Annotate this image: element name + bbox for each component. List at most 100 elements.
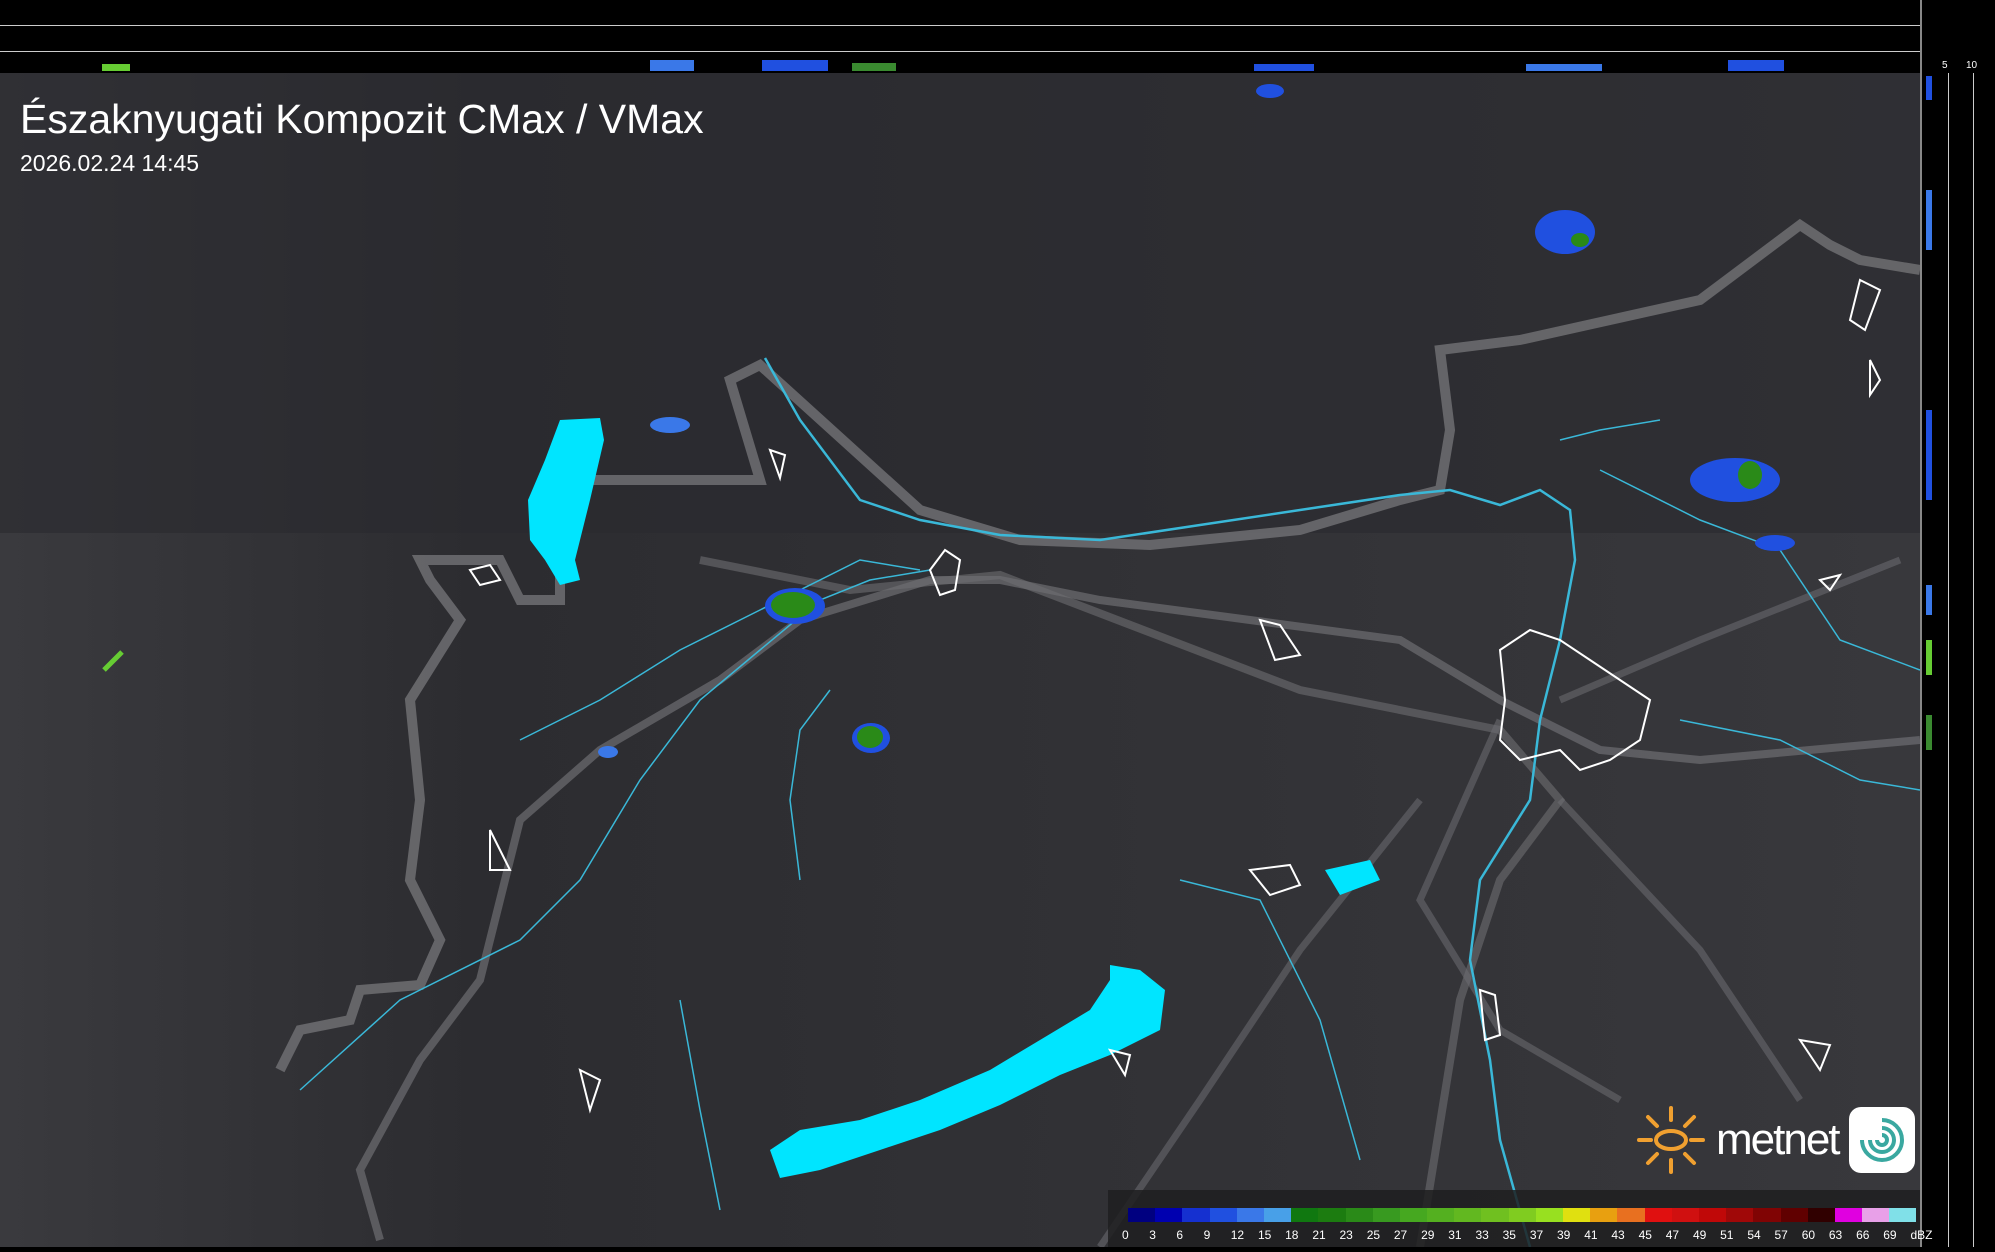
legend-color-cell: [1590, 1208, 1618, 1222]
right-profile-strip: [1920, 0, 1995, 1247]
legend-color-cell: [1644, 1208, 1672, 1222]
region-border: [699, 556, 1566, 1248]
legend-label: 63: [1828, 1228, 1843, 1242]
legend-label: 18: [1285, 1228, 1299, 1242]
legend-color-cell: [1862, 1208, 1890, 1222]
legend-label: 21: [1312, 1228, 1326, 1242]
profile-echo: [102, 64, 130, 71]
legend-label: 39: [1557, 1228, 1571, 1242]
legend-color-cell: [1318, 1208, 1346, 1222]
legend-label: 43: [1611, 1228, 1625, 1242]
profile-echo: [650, 60, 694, 71]
legend-label: 60: [1801, 1228, 1816, 1242]
profile-echo: [1926, 715, 1932, 750]
profile-gridline: [0, 25, 1920, 26]
swirl-icon: [1848, 1107, 1915, 1173]
profile-echo: [1526, 64, 1602, 71]
legend-color-cell: [1481, 1208, 1509, 1222]
country-border: [275, 218, 1921, 1073]
profile-echo: [1926, 76, 1932, 100]
legend-unit: dBZ: [1910, 1228, 1933, 1242]
legend-color-cell: [1372, 1208, 1400, 1222]
legend-color-cell: [1236, 1208, 1264, 1222]
legend-color-cell: [1182, 1208, 1210, 1222]
legend-label: 9: [1203, 1228, 1211, 1242]
lake-balaton: [770, 965, 1165, 1178]
profile-echo: [1926, 640, 1932, 675]
legend-color-cell: [1671, 1208, 1699, 1222]
radar-echoes: [102, 84, 1795, 758]
map-layer: [0, 73, 1921, 1249]
river-danube: [763, 357, 1577, 1248]
profile-echo: [1254, 64, 1314, 71]
profile-gridline: [1948, 73, 1949, 1247]
legend-color-cell: [1617, 1208, 1645, 1222]
radar-map[interactable]: [0, 73, 1921, 1249]
legend-label: 54: [1747, 1228, 1761, 1242]
legend-label: 69: [1883, 1228, 1897, 1242]
tick-label: 5: [1942, 60, 1948, 71]
river: [299, 569, 931, 1091]
legend-label: 49: [1692, 1228, 1707, 1242]
legend-label: 6: [1176, 1228, 1184, 1242]
settlement-outlines: [468, 278, 1882, 1114]
metnet-logo: metnet: [1636, 1105, 1915, 1175]
tick-label: 10: [1966, 60, 1978, 71]
legend-color-cell: [1753, 1208, 1781, 1222]
legend-color-cell: [1155, 1208, 1183, 1222]
legend-label: 25: [1366, 1228, 1381, 1242]
legend-color-cell: [1345, 1208, 1373, 1222]
legend-label: 35: [1502, 1228, 1516, 1242]
legend-color-cell: [1726, 1208, 1754, 1222]
legend-color-cell: [1563, 1208, 1591, 1222]
lake: [1325, 860, 1380, 895]
legend-label: 31: [1448, 1228, 1462, 1242]
top-profile-strip: [0, 0, 1920, 75]
legend-color-cell: [1780, 1208, 1808, 1222]
legend-color-cell: [1834, 1208, 1863, 1222]
legend-label: 0: [1122, 1228, 1129, 1242]
legend-label: 51: [1720, 1228, 1734, 1242]
legend-label: 27: [1393, 1228, 1408, 1242]
legend-label: 23: [1339, 1228, 1353, 1242]
legend-labels: 0 3 6 9 12 15 18 21 23 25 27 29 31 33 35 37 39 41 43 45 47 49…: [1122, 1228, 1938, 1242]
map-timestamp: 2026.02.24 14:45: [20, 150, 200, 176]
legend-color-cell: [1427, 1208, 1455, 1222]
profile-echo: [852, 63, 896, 71]
profile-gridline: [0, 51, 1920, 52]
legend-color-cell: [1128, 1208, 1156, 1222]
legend-color-cell: [1535, 1208, 1563, 1222]
legend-label: 47: [1665, 1228, 1680, 1242]
legend-label: 57: [1774, 1228, 1788, 1242]
map-title: Északnyugati Kompozit CMax / VMax: [20, 96, 704, 142]
logo-text: metnet: [1716, 1115, 1841, 1164]
dbz-legend: 0 3 6 9 12 15 18 21 23 25 27 29 31 33 35 37 39 41 43 45 47 49…: [1108, 1190, 1932, 1247]
profile-echo: [1926, 410, 1932, 500]
legend-label: 29: [1421, 1228, 1435, 1242]
profile-gridline: [1973, 73, 1974, 1247]
profile-echo: [1926, 585, 1932, 615]
legend-color-cell: [1291, 1208, 1319, 1222]
legend-label: 37: [1529, 1228, 1544, 1242]
sun-icon: [1637, 1106, 1705, 1174]
legend-color-cell: [1454, 1208, 1482, 1222]
region-border: [355, 576, 1921, 1242]
legend-color-cell: [1889, 1208, 1917, 1222]
legend-label: 33: [1475, 1228, 1489, 1242]
legend-color-cell: [1209, 1208, 1237, 1222]
legend-label: 66: [1856, 1228, 1870, 1242]
legend-colorbar: [1128, 1208, 1917, 1222]
legend-label: 3: [1149, 1228, 1156, 1242]
lake-neusiedl: [528, 418, 604, 585]
legend-color-cell: [1508, 1208, 1536, 1222]
profile-echo: [762, 60, 828, 71]
profile-echo: [1728, 60, 1784, 71]
legend-label: 41: [1584, 1228, 1598, 1242]
region-border: [1097, 556, 1902, 1249]
legend-color-cell: [1698, 1208, 1727, 1222]
legend-color-cell: [1807, 1208, 1835, 1222]
legend-label: 15: [1257, 1228, 1272, 1242]
legend-label: 45: [1638, 1228, 1652, 1242]
legend-color-cell: [1263, 1208, 1292, 1222]
profile-echo: [1926, 190, 1932, 250]
